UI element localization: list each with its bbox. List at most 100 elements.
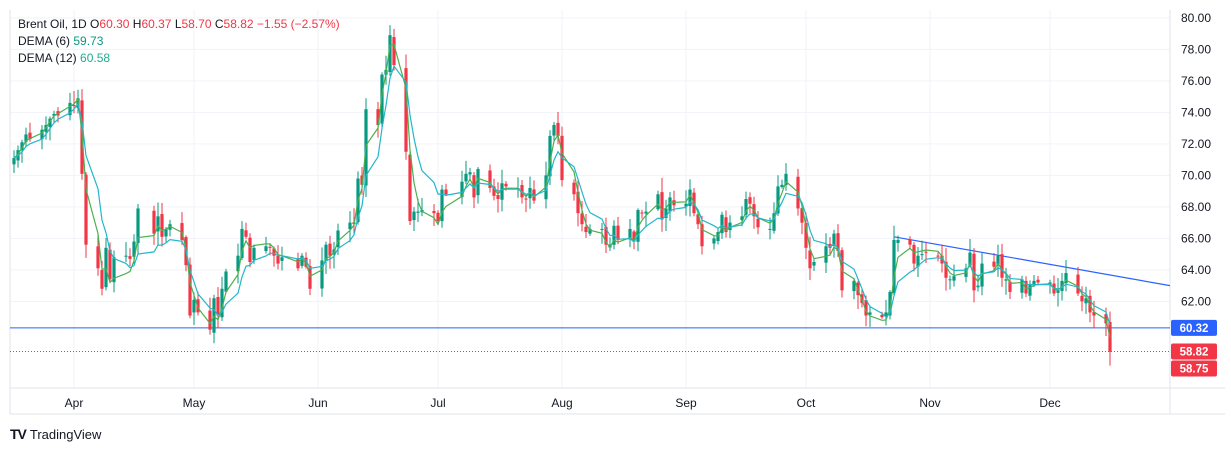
candle-up bbox=[636, 208, 640, 252]
candle-body bbox=[444, 189, 448, 195]
candle-body bbox=[216, 296, 220, 316]
candle-down bbox=[604, 217, 608, 254]
candle-body bbox=[100, 269, 104, 289]
dema12-label: DEMA (12) bbox=[18, 51, 77, 65]
candle-up bbox=[412, 207, 416, 231]
candle-up bbox=[460, 170, 464, 205]
time-axis[interactable]: Apr May Jun Jul Aug Sep Oct Nov Dec bbox=[65, 396, 1061, 410]
candle-body bbox=[136, 208, 140, 244]
y-tick-label: 78.00 bbox=[1181, 42, 1211, 56]
x-tick-label: Oct bbox=[797, 396, 816, 410]
legend-dema12-row[interactable]: DEMA (12) 60.58 bbox=[18, 50, 340, 67]
candle-down bbox=[404, 54, 408, 160]
candle-body bbox=[220, 288, 224, 318]
candle-body bbox=[880, 314, 884, 318]
candle-up bbox=[780, 179, 784, 189]
candle-down bbox=[556, 111, 560, 145]
tradingview-footer[interactable]: TV TradingView bbox=[10, 426, 101, 442]
candle-body bbox=[408, 154, 412, 222]
trendline[interactable] bbox=[893, 236, 1171, 287]
candle-down bbox=[804, 212, 808, 260]
candle-up bbox=[500, 169, 504, 212]
candle-up bbox=[440, 184, 444, 228]
open-value: 60.30 bbox=[99, 17, 130, 31]
x-tick-label: Nov bbox=[919, 396, 940, 410]
candle-down bbox=[96, 233, 100, 276]
candle-body bbox=[724, 217, 728, 233]
candle-body bbox=[244, 230, 248, 237]
candle-body bbox=[324, 244, 328, 261]
trend-layer bbox=[10, 236, 1171, 352]
candle-up bbox=[464, 160, 468, 185]
tradingview-logo-icon: TV bbox=[10, 426, 27, 442]
price-label[interactable]: 58.75 bbox=[1171, 360, 1217, 377]
candle-body bbox=[976, 285, 980, 288]
low-value: 58.70 bbox=[181, 17, 212, 31]
candle-down bbox=[1000, 243, 1004, 287]
candle-up bbox=[1056, 278, 1060, 307]
candle-body bbox=[712, 238, 716, 244]
candle-up bbox=[712, 235, 716, 250]
price-label[interactable]: 60.32 bbox=[1171, 319, 1217, 336]
candle-body bbox=[688, 189, 692, 206]
candle-body bbox=[916, 255, 920, 267]
candle-body bbox=[556, 122, 560, 136]
candle-body bbox=[728, 222, 732, 231]
candle-up bbox=[812, 257, 816, 271]
low-label: L bbox=[174, 17, 182, 31]
candle-down bbox=[576, 180, 580, 227]
candle-up bbox=[784, 163, 788, 191]
candle-down bbox=[432, 204, 436, 227]
candle-body bbox=[864, 300, 868, 316]
candle-down bbox=[1080, 286, 1084, 312]
candle-body bbox=[908, 239, 912, 245]
candle-body bbox=[1084, 298, 1088, 304]
candle-body bbox=[96, 246, 100, 269]
candle-up bbox=[476, 167, 480, 204]
candle-down bbox=[152, 205, 156, 245]
legend: Brent Oil, 1D O60.30 H60.37 L58.70 C58.8… bbox=[18, 16, 340, 67]
price-axis[interactable]: 62.00 64.00 66.00 68.00 70.00 72.00 74.00 76.00… bbox=[1171, 11, 1217, 377]
candle-down bbox=[128, 248, 132, 266]
y-tick-label: 70.00 bbox=[1181, 168, 1211, 182]
candle-body bbox=[112, 257, 116, 283]
candle-down bbox=[392, 28, 396, 71]
price-label-box bbox=[1171, 343, 1217, 360]
candle-body bbox=[992, 261, 996, 267]
candle-up bbox=[264, 236, 268, 254]
candle-down bbox=[272, 246, 276, 267]
candle-body bbox=[1076, 274, 1080, 294]
candle-body bbox=[824, 246, 828, 263]
candle-body bbox=[1056, 290, 1060, 293]
candle-body bbox=[488, 170, 492, 188]
candle-body bbox=[1080, 295, 1084, 302]
candle-body bbox=[1092, 311, 1096, 316]
price-label[interactable]: 58.82 bbox=[1171, 343, 1217, 360]
candle-body bbox=[108, 249, 112, 280]
candle-body bbox=[248, 237, 252, 262]
symbol-name[interactable]: Brent Oil bbox=[18, 17, 65, 31]
candle-up bbox=[668, 191, 672, 221]
interval[interactable]: 1D bbox=[71, 17, 87, 31]
candle-body bbox=[460, 181, 464, 198]
candle-body bbox=[952, 276, 956, 281]
candle-body bbox=[696, 214, 700, 225]
legend-dema6-row[interactable]: DEMA (6) 59.73 bbox=[18, 33, 340, 50]
candle-body bbox=[684, 203, 688, 207]
candle-body bbox=[180, 223, 184, 240]
candle-body bbox=[412, 211, 416, 221]
y-tick-label: 62.00 bbox=[1181, 294, 1211, 308]
y-tick-label: 74.00 bbox=[1181, 105, 1211, 119]
candle-body bbox=[208, 310, 212, 330]
candle-body bbox=[920, 254, 924, 256]
candle-down bbox=[572, 179, 576, 201]
candle-body bbox=[48, 118, 52, 128]
candle-body bbox=[808, 250, 812, 269]
candle-down bbox=[1024, 276, 1028, 298]
price-label-text: 58.82 bbox=[1180, 346, 1209, 358]
candle-down bbox=[660, 178, 664, 232]
candle-body bbox=[936, 255, 940, 257]
candle-body bbox=[636, 210, 640, 242]
candle-up bbox=[104, 238, 108, 291]
